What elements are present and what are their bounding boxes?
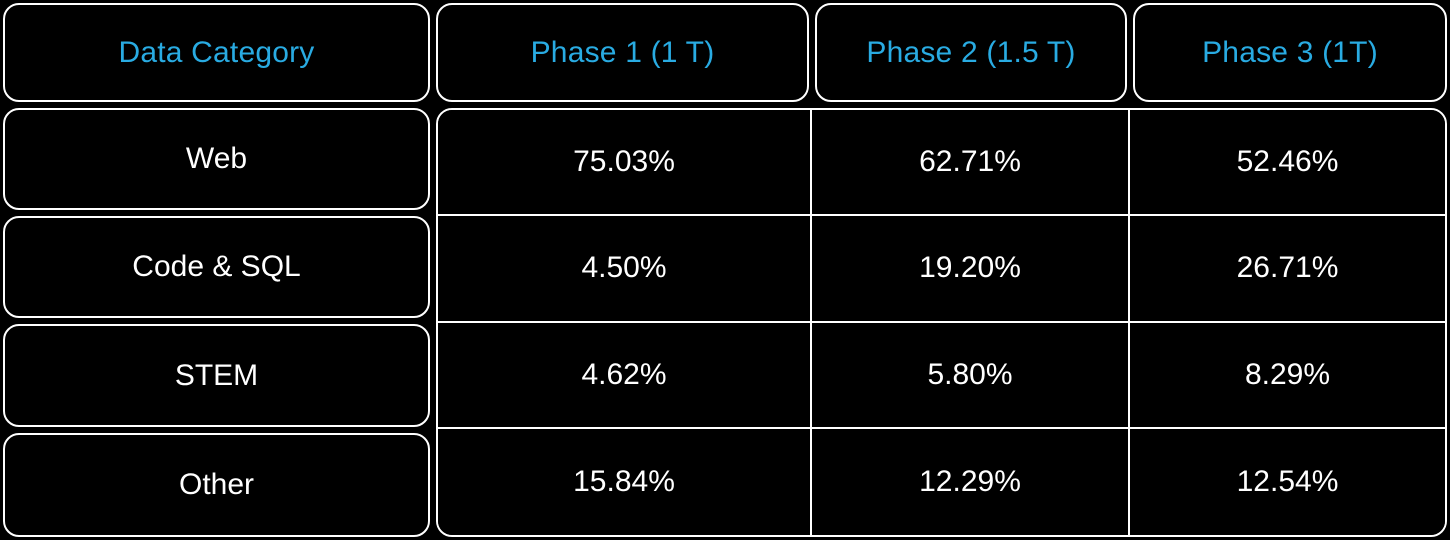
row-label-stem: STEM xyxy=(3,324,430,427)
cell-other-phase1: 15.84% xyxy=(438,428,812,535)
row-label: Code & SQL xyxy=(132,250,301,283)
column-header-label: Phase 3 (1T) xyxy=(1202,35,1378,69)
cell-stem-phase1: 4.62% xyxy=(438,322,812,429)
row-label: Other xyxy=(178,468,255,501)
column-header-label: Data Category xyxy=(118,35,315,69)
row-label-code-sql: Code & SQL xyxy=(3,216,430,318)
column-header-label: Phase 1 (1 T) xyxy=(530,35,715,69)
column-header-phase-3: Phase 3 (1T) xyxy=(1133,3,1447,102)
row-label: Web xyxy=(185,142,248,175)
column-header-label: Phase 2 (1.5 T) xyxy=(866,35,1076,69)
cell-web-phase2: 62.71% xyxy=(812,110,1130,217)
row-label-other: Other xyxy=(3,433,430,537)
row-label: STEM xyxy=(174,358,259,392)
table-body: 75.03% 62.71% 52.46% 4.50% 19.20% 26.71%… xyxy=(436,108,1447,537)
cell-code-sql-phase1: 4.50% xyxy=(438,216,812,323)
cell-code-sql-phase2: 19.20% xyxy=(812,216,1130,323)
column-header-phase-2: Phase 2 (1.5 T) xyxy=(815,3,1127,102)
row-label-web: Web xyxy=(3,108,430,210)
cell-stem-phase3: 8.29% xyxy=(1130,322,1445,429)
cell-stem-phase2: 5.80% xyxy=(812,322,1130,429)
column-header-phase-1: Phase 1 (1 T) xyxy=(436,3,809,102)
column-header-data-category: Data Category xyxy=(3,3,430,102)
cell-web-phase3: 52.46% xyxy=(1130,110,1445,217)
cell-other-phase3: 12.54% xyxy=(1130,428,1445,535)
cell-other-phase2: 12.29% xyxy=(812,428,1130,535)
cell-web-phase1: 75.03% xyxy=(438,110,812,217)
cell-code-sql-phase3: 26.71% xyxy=(1130,216,1445,323)
